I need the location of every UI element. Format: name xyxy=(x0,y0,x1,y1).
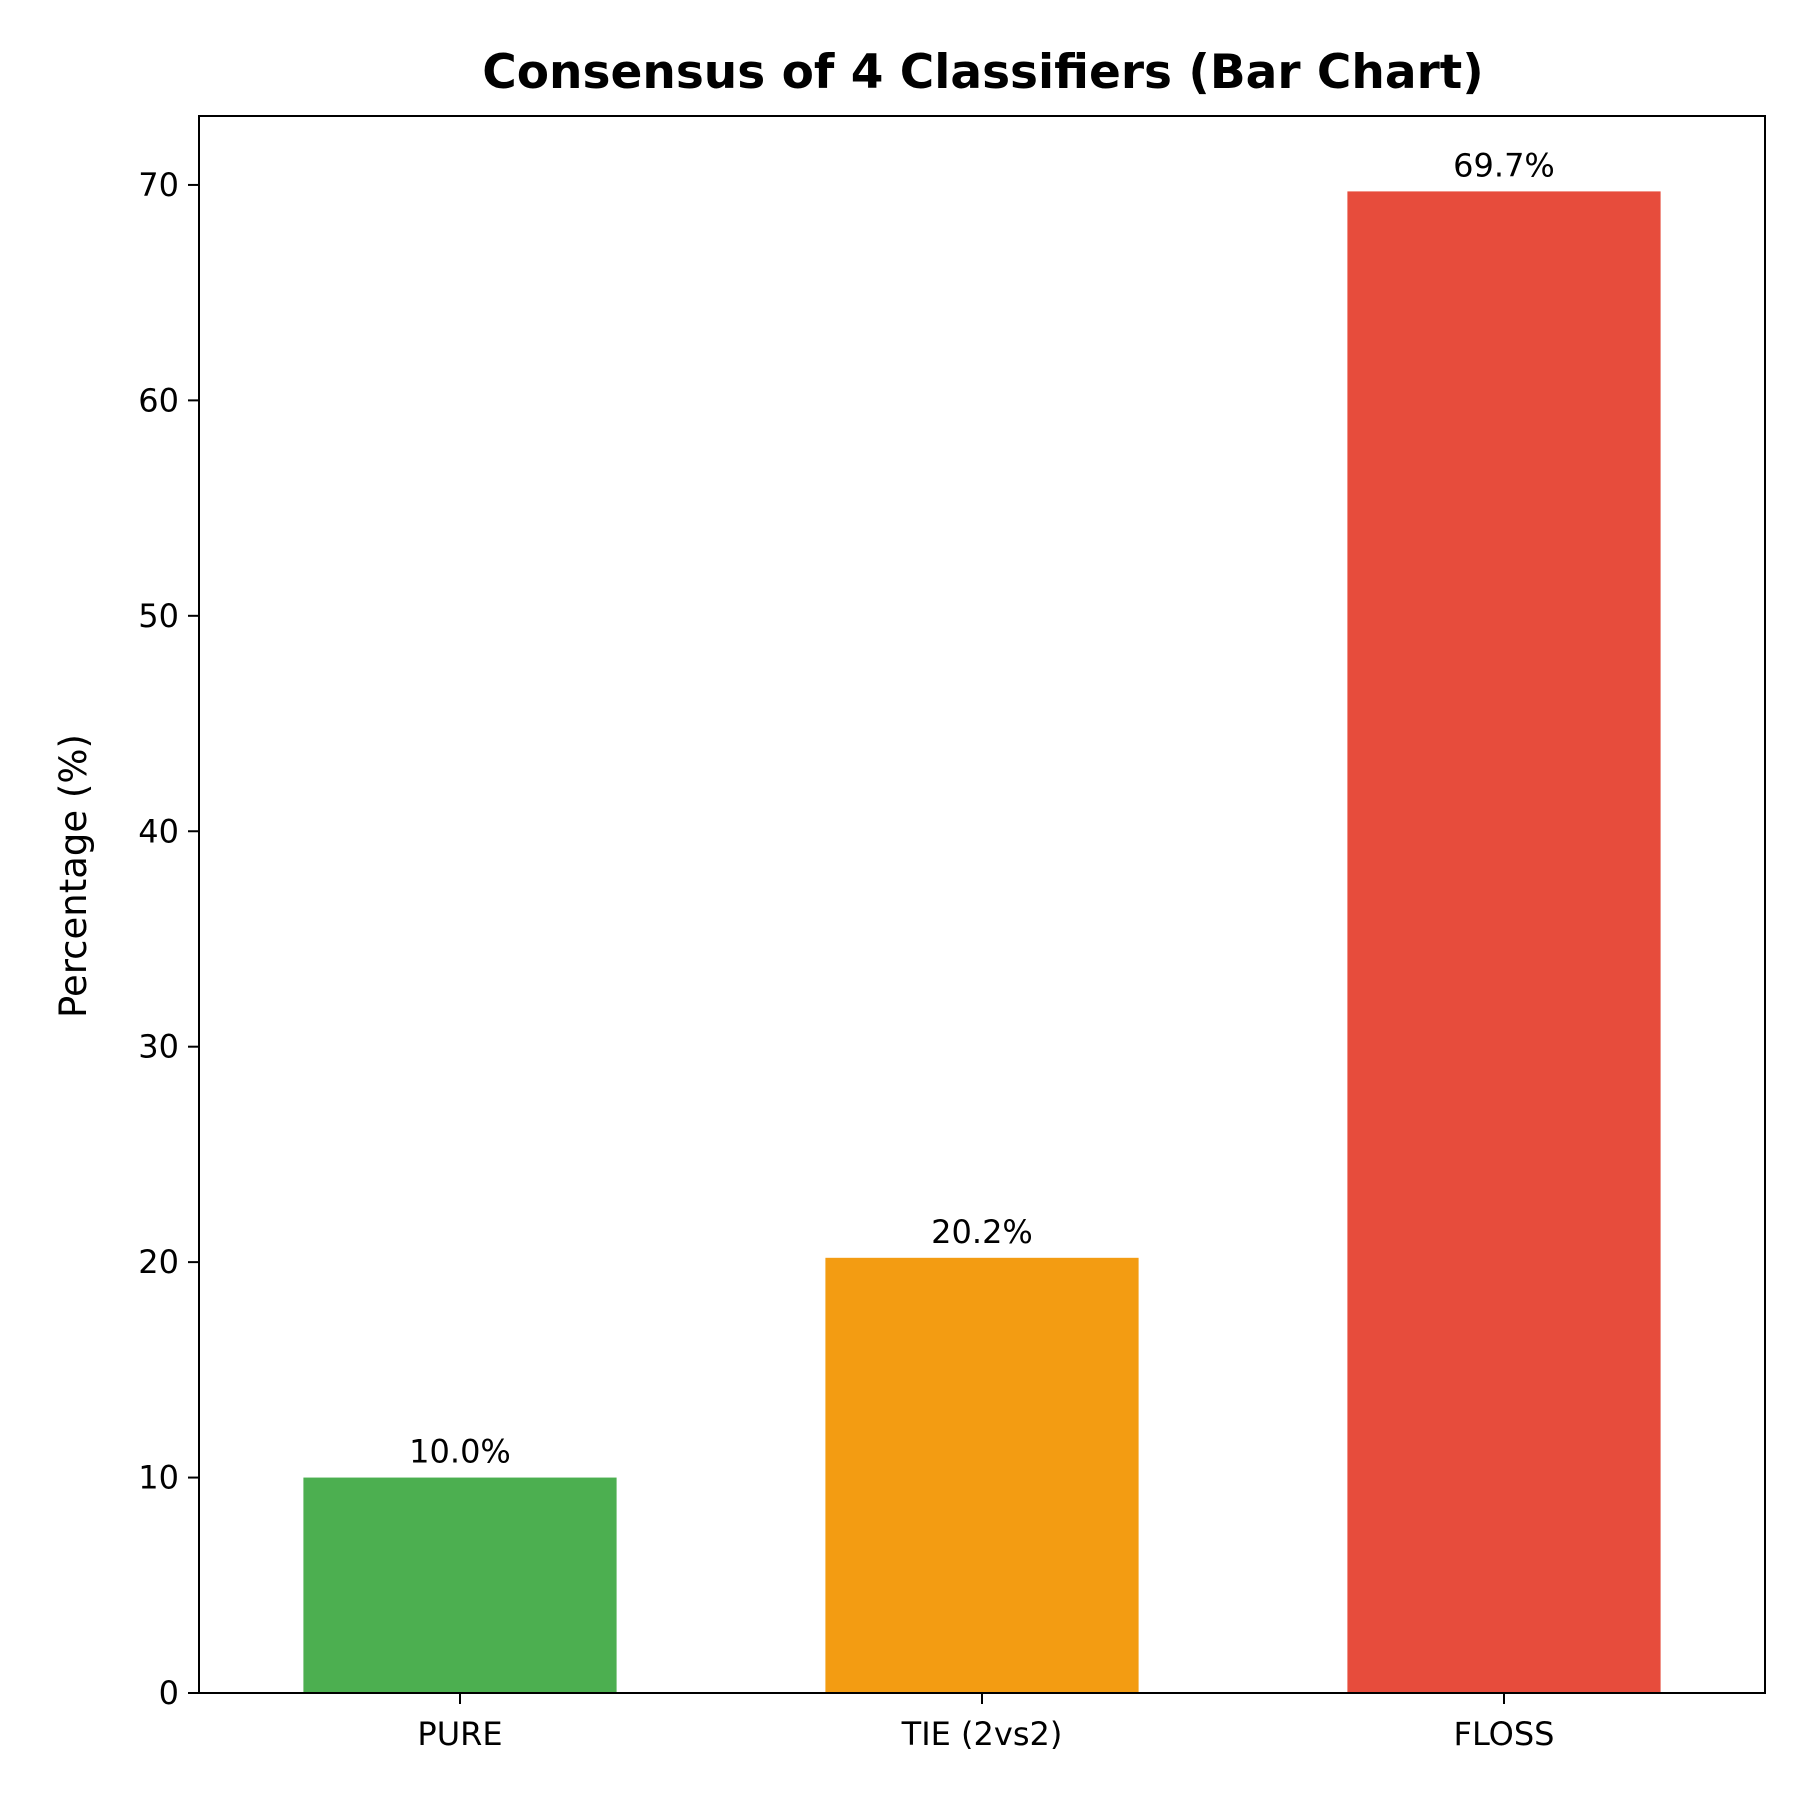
y-tick-label: 10 xyxy=(138,1459,179,1497)
y-axis-ticks: 0 10 20 30 40 50 60 70 xyxy=(138,166,199,1712)
chart-title: Consensus of 4 Classifiers (Bar Chart) xyxy=(482,45,1483,100)
bar-tie-2vs2 xyxy=(825,1257,1139,1693)
plot-frame xyxy=(198,115,1766,1694)
bar-floss xyxy=(1347,191,1661,1694)
y-tick-label: 0 xyxy=(159,1674,179,1712)
y-tick-label: 60 xyxy=(138,381,179,419)
y-tick-label: 40 xyxy=(138,812,179,850)
y-tick-label: 20 xyxy=(138,1243,179,1281)
data-labels-group: 10.0% 20.2% 69.7% xyxy=(409,146,1555,1470)
x-tick-label-tie-2vs2: TIE (2vs2) xyxy=(901,1715,1063,1753)
y-tick-label: 50 xyxy=(138,597,179,635)
x-axis-ticks: PURE TIE (2vs2) FLOSS xyxy=(417,1693,1554,1753)
data-label-floss: 69.7% xyxy=(1453,146,1555,184)
bars-group xyxy=(303,191,1661,1694)
y-axis-label: Percentage (%) xyxy=(52,734,95,1018)
bar-pure xyxy=(303,1477,617,1693)
data-label-pure: 10.0% xyxy=(409,1433,511,1471)
data-label-tie-2vs2: 20.2% xyxy=(931,1213,1033,1251)
x-tick-label-floss: FLOSS xyxy=(1454,1715,1555,1753)
y-tick-label: 70 xyxy=(138,166,179,204)
y-tick-label: 30 xyxy=(138,1028,179,1066)
x-tick-label-pure: PURE xyxy=(417,1715,502,1753)
